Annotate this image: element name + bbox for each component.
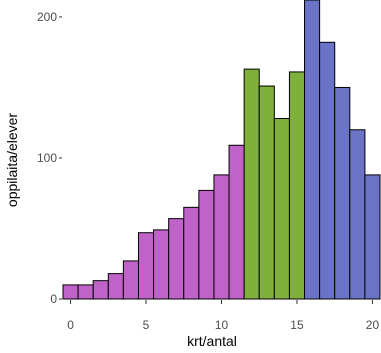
histogram-bar <box>319 41 336 300</box>
y-axis-title: oppilaita/elever <box>4 113 20 208</box>
x-tick-label: 20 <box>366 318 380 332</box>
bars-layer <box>62 0 381 300</box>
histogram-bar <box>364 174 381 300</box>
y-tick-label: 200 <box>37 10 57 24</box>
histogram-bar <box>137 232 155 300</box>
histogram-bar <box>304 0 321 300</box>
histogram-bar <box>273 117 290 300</box>
histogram-bar <box>349 129 366 300</box>
histogram-bar <box>168 218 185 300</box>
histogram-bar <box>107 273 124 300</box>
histogram-bar <box>153 229 170 300</box>
y-axis: 0 100 200 <box>37 10 62 306</box>
histogram-bar <box>77 284 94 300</box>
histogram-bar <box>183 206 200 300</box>
y-tick-label: 0 <box>50 292 57 306</box>
histogram-bar <box>122 260 139 300</box>
histogram-bar <box>92 280 109 300</box>
y-tick-label: 100 <box>37 151 57 165</box>
x-axis-title: krt/antal <box>187 333 237 349</box>
histogram-bar <box>243 68 260 300</box>
x-tick-label: 15 <box>290 318 304 332</box>
histogram-bar <box>62 284 79 300</box>
histogram-bar <box>198 189 215 300</box>
x-tick-label: 0 <box>67 318 74 332</box>
x-tick-label: 10 <box>215 318 229 332</box>
histogram-bar <box>228 144 245 300</box>
x-tick-label: 5 <box>143 318 150 332</box>
x-axis: 0 5 10 15 20 <box>67 300 379 332</box>
histogram-bar <box>334 86 351 300</box>
histogram-bar <box>288 71 306 300</box>
histogram-bar <box>258 85 275 300</box>
histogram-bar <box>213 174 230 300</box>
